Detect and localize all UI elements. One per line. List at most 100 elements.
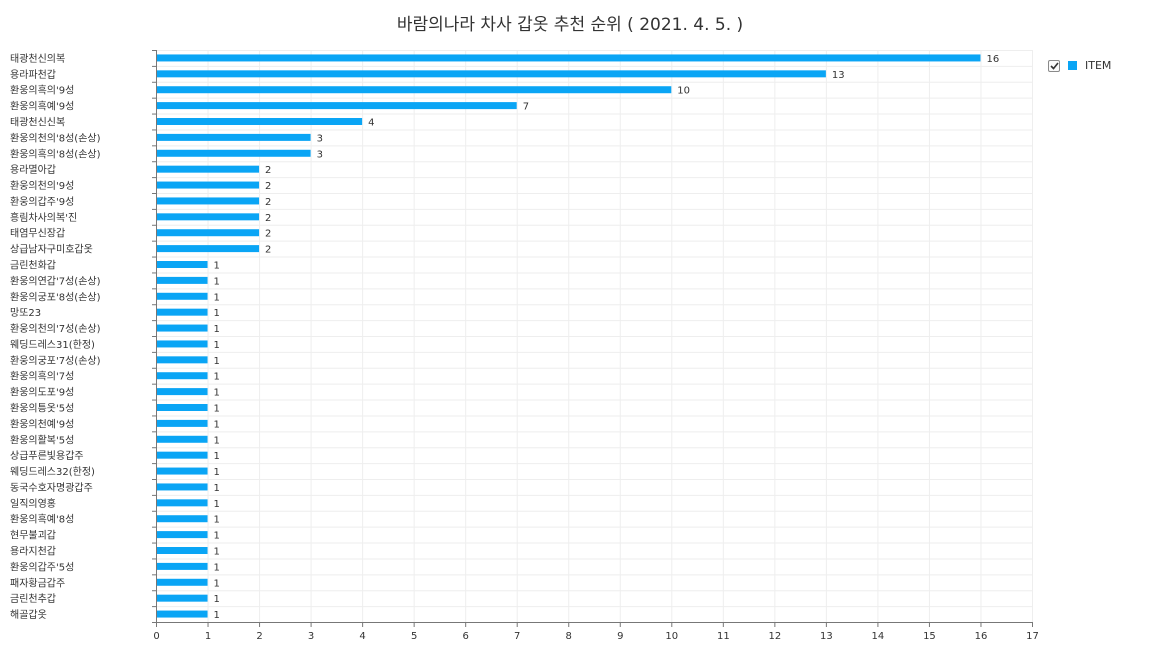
bar [157, 197, 260, 205]
bar [157, 261, 208, 268]
category-label: 현무불괴갑 [10, 530, 56, 542]
category-label: 망또23 [10, 307, 41, 319]
bar [157, 86, 672, 94]
category-label: 태광천신신복 [10, 117, 65, 129]
category-label: 용라멸아갑 [10, 164, 56, 176]
x-tick-label: 5 [411, 631, 417, 642]
category-label: 환웅의갑주'9성 [10, 196, 74, 208]
x-tick-label: 14 [872, 631, 885, 642]
x-tick-label: 6 [462, 631, 468, 642]
data-label: 4 [368, 118, 374, 129]
x-tick-label: 12 [768, 631, 781, 642]
x-tick-label: 15 [923, 631, 936, 642]
category-label: 금린천화갑 [10, 260, 56, 272]
bar [157, 531, 208, 539]
bar [157, 54, 981, 62]
data-label: 1 [214, 261, 220, 272]
x-tick-label: 2 [256, 631, 262, 642]
x-tick-label: 8 [566, 631, 572, 642]
category-label: 환웅의갑주'5성 [10, 561, 74, 573]
bar [157, 578, 208, 586]
bar [157, 70, 826, 78]
category-label: 상급푸른빛용갑주 [10, 450, 84, 462]
category-label: 환웅의천의'9성 [10, 180, 74, 192]
chart-title: 바람의나라 차사 갑옷 추천 순위 ( 2021. 4. 5. ) [396, 15, 744, 35]
data-label: 10 [677, 86, 690, 97]
data-label: 1 [214, 372, 220, 383]
x-tick-label: 4 [359, 631, 365, 642]
x-tick-label: 1 [205, 631, 211, 642]
bar [157, 292, 208, 300]
bar [157, 610, 208, 618]
legend-checkbox[interactable] [1048, 59, 1060, 72]
checkmark-icon [1049, 61, 1059, 70]
bar [157, 435, 208, 443]
x-tick-label: 10 [665, 631, 678, 642]
bar [157, 229, 260, 237]
bar [157, 499, 208, 507]
category-label: 환웅의흑의'9성 [10, 84, 74, 97]
data-label: 1 [214, 610, 220, 621]
data-label: 7 [523, 102, 529, 113]
x-tick-label: 11 [717, 631, 730, 642]
data-label: 1 [214, 451, 220, 462]
category-label: 웨딩드레스31(한정) [10, 339, 95, 351]
data-label: 1 [214, 292, 220, 303]
category-label: 환웅의틍옷'5성 [10, 403, 74, 415]
data-label: 2 [265, 165, 271, 176]
data-label: 1 [214, 419, 220, 430]
bar [157, 340, 208, 348]
x-tick-label: 17 [1026, 631, 1039, 642]
category-label: 동국수호자명광갑주 [10, 482, 93, 494]
bar [157, 356, 208, 364]
data-label: 3 [317, 133, 323, 144]
bar [157, 562, 208, 570]
category-label: 해골갑옷 [10, 608, 47, 621]
category-label: 상급남자구미호갑옷 [10, 244, 93, 256]
bar [157, 276, 208, 284]
category-label: 환웅의활복'5성 [10, 433, 74, 446]
data-label: 2 [265, 181, 271, 192]
data-label: 1 [214, 404, 220, 415]
grid-layer [156, 50, 1033, 623]
bar [157, 133, 311, 141]
category-label: 금린천추갑 [10, 593, 56, 605]
category-label: 환웅의흑의'8성(손상) [10, 147, 101, 160]
data-label: 1 [214, 547, 220, 558]
x-tick-label: 16 [975, 631, 988, 642]
data-label: 1 [214, 483, 220, 494]
bar [157, 547, 208, 554]
category-label: 환웅의도포'9성 [10, 387, 74, 399]
bar [157, 149, 311, 157]
category-label: 환웅의천의'8성(손상) [10, 132, 101, 144]
category-label: 용라파천갑 [10, 69, 56, 81]
category-label: 환웅의흑예'9성 [10, 100, 74, 113]
category-label: 태염무신장갑 [10, 228, 65, 240]
data-label: 1 [214, 324, 220, 335]
axis-layer: 태광천신의복용라파천갑환웅의흑의'9성환웅의흑예'9성태광천신신복환웅의천의'8… [10, 50, 1039, 642]
bar [157, 245, 260, 253]
data-label: 1 [214, 531, 220, 542]
bar-layer: 16 13 10 7 4 3 3 2 2 2 2 2 2 1 1 1 1 1 1 1 1 1 1 1 1 1 1 1 1 1 1 1 1 1 1 1 [157, 54, 999, 621]
category-label: 환웅의연갑'7성(손상) [10, 275, 101, 287]
bar [157, 213, 260, 221]
legend-label: ITEM [1085, 59, 1112, 72]
bar [157, 451, 208, 459]
x-tick-label: 7 [514, 631, 520, 642]
bar [157, 372, 208, 380]
data-label: 1 [214, 308, 220, 319]
bar [157, 388, 208, 396]
data-label: 1 [214, 276, 220, 287]
x-tick-label: 13 [820, 631, 833, 642]
bar [157, 483, 208, 491]
legend[interactable]: ITEM [1048, 59, 1111, 72]
bar [157, 118, 363, 125]
data-label: 2 [265, 213, 271, 224]
data-label: 16 [986, 54, 999, 65]
bar [157, 165, 260, 173]
data-label: 1 [214, 594, 220, 605]
data-label: 1 [214, 388, 220, 399]
category-label: 일직의영홍 [10, 497, 56, 510]
category-label: 환웅의흑의'7성 [10, 370, 74, 383]
